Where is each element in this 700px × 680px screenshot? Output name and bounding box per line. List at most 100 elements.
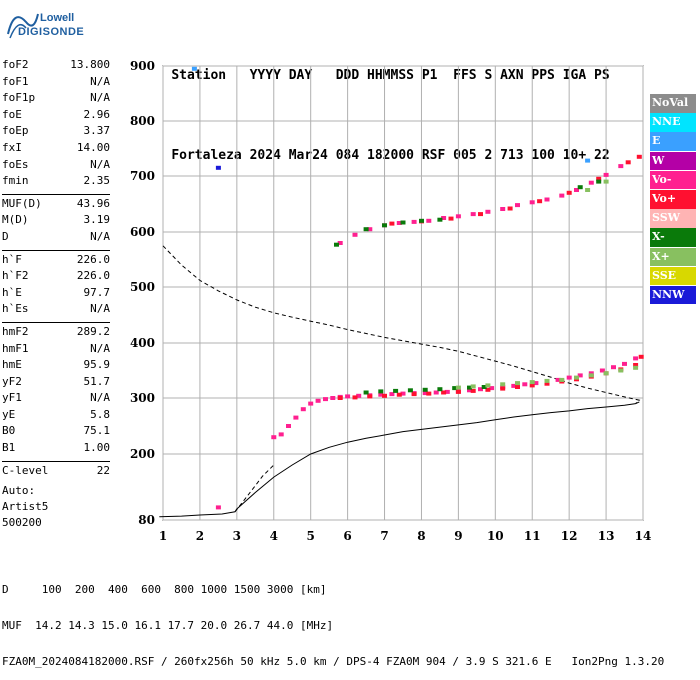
echo-point-x (419, 218, 424, 223)
echo-point-vo (300, 407, 306, 412)
param-row-b0: B0 75.1 (2, 424, 110, 441)
param-label: h`F (2, 252, 22, 266)
x-tick-label: 7 (380, 529, 388, 543)
echo-point-vo (396, 221, 402, 225)
echo-point-vo (522, 382, 528, 387)
param-row-fxi: fxI 14.00 (2, 141, 110, 158)
legend-item-sse: SSE (650, 266, 696, 286)
footer-distance-row: D 100 200 400 600 800 1000 1500 3000 [km… (2, 583, 327, 596)
param-value: 3.37 (83, 124, 111, 138)
echo-point-vo (315, 398, 321, 403)
param-label: B0 (2, 424, 16, 438)
echo-point-vo (215, 505, 221, 510)
echo-point-vo (323, 397, 328, 402)
echo-point-vo (455, 389, 461, 394)
param-row-ye: yE 5.8 (2, 408, 110, 425)
echo-point-x (603, 179, 609, 184)
param-value: 3.19 (83, 213, 111, 227)
echo-point-vo (330, 396, 336, 400)
echo-point-vo (577, 373, 583, 378)
echo-point-vo (544, 197, 550, 202)
param-value: 2.96 (83, 107, 111, 121)
logo-text-lowell: Lowell (40, 12, 75, 24)
echo-point-x (400, 220, 406, 225)
param-value: 1.00 (83, 441, 111, 455)
echo-point-x (574, 375, 579, 380)
param-value: 226.0 (76, 269, 110, 283)
echo-point-vo (500, 386, 506, 391)
param-separator (2, 321, 110, 323)
station-header: Station YYYY DAY DDD HHMMSS P1 FFS S AXN… (140, 20, 609, 196)
echo-point-vo (625, 160, 631, 165)
echo-point-vo (544, 381, 550, 386)
echo-point-x (452, 386, 458, 391)
echo-point-x (363, 390, 369, 395)
header-value: RSF (421, 148, 446, 163)
param-value: N/A (90, 302, 110, 316)
echo-point-vo (278, 432, 284, 437)
param-label: fxI (2, 140, 22, 154)
echo-point-vo (603, 172, 609, 177)
echo-point-x (485, 383, 491, 388)
lowell-digisonde-logo: Lowell DIGISONDE (4, 4, 94, 44)
header-value: Fortaleza (171, 148, 242, 163)
line-profile-extrapolation (162, 245, 641, 404)
param-value: N/A (90, 229, 110, 243)
axis-ticks: 1 2 3 4 5 6 7 8 9 10 11 12 13 14802003004005006007008… (130, 59, 651, 543)
param-separator (2, 249, 110, 251)
echo-point-vo (566, 375, 572, 380)
x-tick-label: 14 (635, 529, 652, 543)
echo-point-vo (293, 415, 299, 420)
x-tick-label: 10 (487, 529, 504, 543)
echo-point-vo (422, 391, 428, 396)
echo-point-vo (599, 368, 605, 373)
param-row-d: D N/A (2, 230, 110, 247)
ionogram-chart: 1 2 3 4 5 6 7 8 9 10 11 12 13 14802003004005006007008… (130, 59, 651, 543)
echo-point-vo (308, 401, 314, 406)
param-row-hf: h`F 226.0 (2, 253, 110, 270)
x-tick-label: 3 (233, 529, 241, 543)
param-value: 51.7 (83, 374, 111, 388)
param-row-foes: foEs N/A (2, 158, 110, 175)
echo-point-vo (485, 387, 491, 392)
param-label: C-level (2, 463, 49, 477)
auto-label: Auto: (2, 484, 36, 497)
echo-point-vo (411, 392, 417, 397)
param-value: 95.9 (83, 358, 111, 372)
param-label: hmF1 (2, 341, 29, 355)
echo-point-vo (337, 396, 343, 400)
echo-point-x (407, 388, 413, 393)
footer-info: D 100 200 400 600 800 1000 1500 3000 [km… (2, 560, 664, 680)
legend-item-x: X+ (650, 247, 696, 267)
header-label: P1 (421, 68, 438, 83)
param-value: 75.1 (83, 424, 111, 438)
param-label: B1 (2, 441, 16, 455)
param-value: 226.0 (76, 252, 110, 266)
echo-point-x (618, 368, 624, 373)
echo-point-vo (286, 424, 291, 428)
echo-point-vo (400, 391, 406, 396)
param-label: foF2 (2, 58, 29, 71)
header-value: 182000 (367, 148, 414, 163)
echo-point-vo (566, 190, 572, 195)
echo-point-vo (618, 164, 624, 169)
legend-item-noval: NoVal (650, 94, 696, 113)
echo-point-x (378, 389, 384, 394)
x-tick-label: 6 (343, 529, 351, 543)
echo-point-x (467, 385, 472, 390)
echo-point-vo (633, 363, 639, 367)
echo-point-x (529, 380, 535, 385)
param-row-fof1p: foF1p N/A (2, 91, 110, 108)
auto-program: Artist5 (2, 500, 49, 513)
param-value: 2.35 (83, 174, 111, 188)
echo-point-x (437, 217, 443, 222)
legend-item-nnw: NNW (650, 285, 696, 305)
echo-point-vo (441, 390, 447, 395)
line-true-height (159, 401, 640, 518)
echo-point-vo (389, 221, 395, 226)
echo-point-vo (433, 390, 439, 395)
param-label: MUF(D) (2, 196, 42, 210)
echo-point-x (603, 371, 609, 376)
param-label: foF1 (2, 74, 29, 88)
param-row-clevel: C-level 22 (2, 464, 110, 481)
